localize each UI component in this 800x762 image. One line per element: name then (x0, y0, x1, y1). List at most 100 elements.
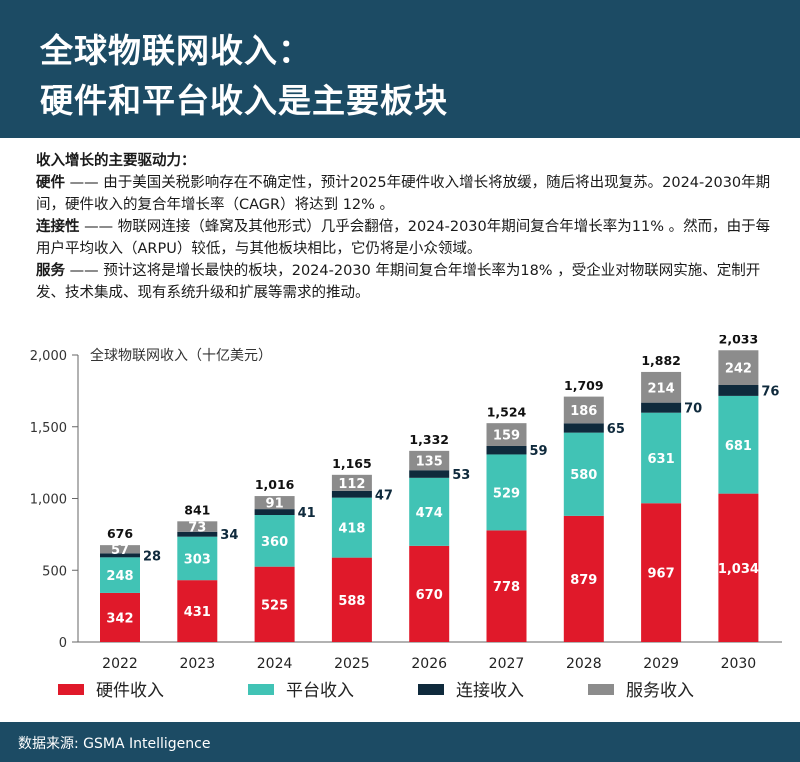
bar-segment-platform (100, 557, 140, 593)
data-label: 967 (648, 567, 675, 582)
x-tick-label: 2023 (179, 656, 215, 672)
source-footer: 数据来源: GSMA Intelligence (0, 722, 800, 762)
data-label: 681 (725, 439, 752, 454)
x-tick-label: 2024 (257, 656, 293, 672)
data-label: 342 (106, 611, 133, 626)
driver-connectivity: 连接性 —— 物联网连接（蜂窝及其他形式）几乎会翻倍，2024-2030年期间复… (36, 216, 776, 260)
bar-segment-connectivity (563, 423, 604, 433)
x-tick-label: 2022 (102, 656, 138, 672)
data-label: 214 (648, 381, 675, 396)
page-title-line2: 硬件和平台收入是主要板块 (40, 81, 448, 120)
data-label: 57 (111, 543, 129, 558)
data-label: 588 (338, 594, 365, 609)
data-label: 474 (416, 506, 443, 521)
bar-segment-services (486, 423, 527, 446)
x-tick-label: 2028 (566, 656, 602, 672)
y-tick-label: 1,500 (30, 421, 67, 436)
revenue-stacked-bar-chart: 全球物联网收入（十亿美元） 0 500 1,000 1,500 2,000 342 248 57… (30, 335, 782, 701)
bar-segment-services (718, 350, 759, 385)
bar-segment-hardware (641, 503, 682, 642)
data-label-connectivity: 76 (761, 384, 779, 399)
y-tick-label: 0 (59, 636, 67, 651)
data-label-connectivity: 59 (530, 444, 548, 459)
driver-text: —— 预计这将是增长最快的板块，2024-2030 年期间复合年增长率为18% … (36, 263, 761, 301)
data-label: 242 (725, 362, 752, 377)
total-label: 1,016 (255, 477, 295, 492)
data-label: 580 (570, 468, 597, 483)
data-label: 248 (106, 569, 133, 584)
bar-segment-services (641, 371, 682, 403)
source-note: 数据来源: GSMA Intelligence (18, 736, 211, 752)
data-label: 73 (188, 521, 206, 536)
bar-segment-platform (718, 395, 759, 494)
data-label: 1,034 (718, 562, 759, 577)
legend-label: 平台收入 (286, 681, 354, 701)
data-label: 431 (184, 605, 211, 620)
bar-segment-platform (177, 536, 218, 581)
bar-segment-platform (641, 412, 682, 504)
data-label: 670 (416, 588, 443, 603)
legend-swatch (58, 684, 84, 695)
total-label: 676 (107, 526, 133, 541)
bar-segment-hardware (486, 530, 527, 642)
driver-name: 硬件 (36, 175, 65, 191)
x-tick-label: 2030 (721, 656, 757, 672)
legend-label: 连接收入 (456, 681, 524, 701)
page-title-line1: 全球物联网收入： (40, 31, 312, 70)
bar-segment-platform (254, 515, 295, 567)
data-label: 778 (493, 580, 520, 595)
bar-segment-platform (331, 497, 372, 558)
bar-segment-services (254, 496, 295, 510)
bar-segment-hardware (177, 580, 218, 642)
bar-segment-connectivity (409, 470, 450, 478)
data-label-connectivity: 53 (452, 468, 470, 483)
data-label: 159 (493, 429, 520, 444)
total-label: 1,709 (564, 378, 604, 393)
bar-segment-hardware (254, 566, 295, 642)
bar-segment-connectivity (718, 384, 759, 396)
driver-text: —— 物联网连接（蜂窝及其他形式）几乎会翻倍，2024-2030年期间复合年增长… (36, 219, 771, 257)
bar-segment-services (409, 450, 450, 471)
data-label-connectivity: 41 (298, 506, 316, 521)
bar-segment-hardware (718, 493, 759, 642)
total-label: 1,332 (409, 432, 449, 447)
bar-segment-services (331, 474, 372, 491)
data-label: 525 (261, 598, 288, 613)
bar-segment-services (100, 545, 140, 554)
bar-segment-connectivity (486, 445, 527, 455)
data-label: 303 (184, 552, 211, 567)
bar-segment-services (563, 396, 604, 424)
bar-segment-hardware (331, 557, 372, 642)
bar-segment-connectivity (254, 509, 295, 516)
total-label: 2,033 (719, 335, 759, 346)
data-label: 631 (648, 452, 675, 467)
data-label: 112 (338, 477, 365, 492)
x-tick-label: 2029 (643, 656, 679, 672)
chart-subtitle: 全球物联网收入（十亿美元） (90, 347, 272, 364)
data-label-connectivity: 34 (220, 528, 238, 543)
driver-name: 连接性 (36, 219, 80, 235)
driver-name: 服务 (36, 263, 65, 279)
data-label-connectivity: 28 (143, 549, 161, 564)
driver-text: —— 由于美国关税影响存在不确定性，预计2025年硬件收入增长将放缓，随后将出现… (36, 175, 771, 213)
legend-label: 服务收入 (626, 681, 694, 701)
drivers-heading: 收入增长的主要驱动力： (36, 153, 196, 169)
growth-drivers: 收入增长的主要驱动力： 硬件 —— 由于美国关税影响存在不确定性，预计2025年… (36, 150, 776, 304)
bar-segment-hardware (409, 545, 450, 642)
total-label: 1,882 (641, 353, 681, 368)
bar-segment-connectivity (177, 531, 218, 537)
bar-segment-connectivity (641, 402, 682, 413)
legend-swatch (588, 684, 614, 695)
bar-segment-connectivity (100, 553, 140, 558)
bar-segment-connectivity (331, 490, 372, 498)
y-tick-label: 1,000 (30, 493, 67, 508)
data-label: 418 (338, 522, 365, 537)
total-label: 841 (184, 502, 210, 517)
bar-segment-platform (486, 454, 527, 531)
bar-segment-services (177, 521, 218, 532)
legend-label: 硬件收入 (96, 681, 164, 701)
data-label: 360 (261, 535, 288, 550)
data-label-connectivity: 47 (375, 488, 393, 503)
bar-segment-hardware (563, 515, 604, 642)
data-label: 91 (266, 497, 284, 512)
